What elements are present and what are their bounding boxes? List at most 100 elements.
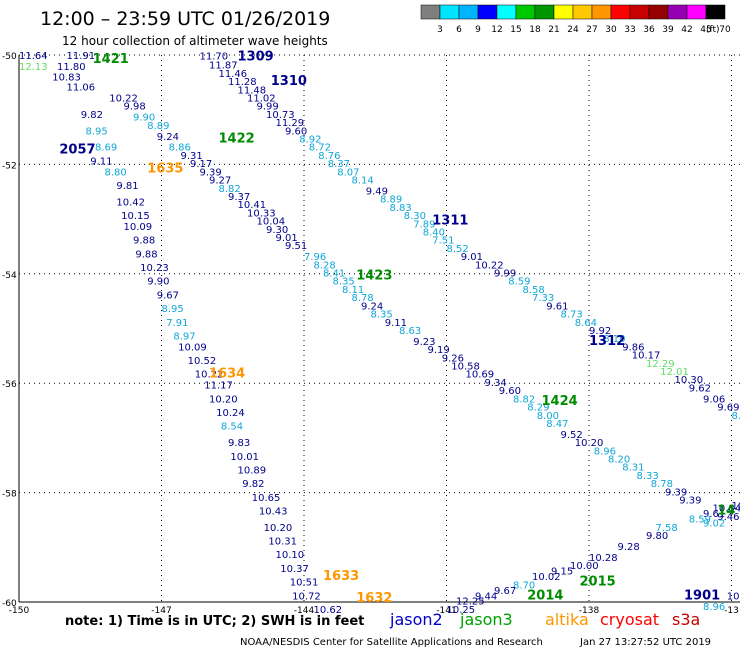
wave-height-value: 8.29 (527, 403, 549, 414)
wave-height-value: 10.01 (230, 452, 259, 463)
wave-height-value: 8.70 (513, 580, 535, 591)
footer-timestamp: Jan 27 13:27:52 UTC 2019 (579, 637, 711, 648)
wave-height-value: 9.88 (135, 249, 157, 260)
wave-height-value: 9.86 (622, 342, 644, 353)
wave-height-value: 11.87 (209, 61, 238, 72)
wave-height-value: 8.47 (546, 419, 568, 430)
legend-swatch (534, 4, 555, 20)
wave-height-value: 7.51 (432, 236, 454, 247)
wave-height-value: 9.92 (589, 326, 611, 337)
wave-height-value: 8.35 (371, 310, 393, 321)
legend-swatch (420, 4, 441, 20)
wave-height-value: 8.64 (575, 318, 597, 329)
wave-height-value: 10.31 (268, 537, 297, 548)
pass-number-label: 1311 (432, 214, 468, 229)
legend-tick-label: 24 (567, 25, 579, 35)
wave-height-value: 9.99 (257, 102, 279, 113)
wave-height-value: 10.22 (195, 370, 224, 381)
wave-height-value: 9.80 (646, 531, 668, 542)
wave-height-value: 10.09 (178, 342, 207, 353)
wave-height-value: 9.98 (124, 102, 146, 113)
legend-swatch (648, 4, 669, 20)
legend-tick-label: 39 (662, 25, 674, 35)
wave-height-value: 10.22 (475, 260, 504, 271)
lon-label: -13 (724, 606, 739, 616)
legend-swatch (610, 4, 631, 20)
wave-height-value: 10.07 (727, 591, 740, 602)
wave-height-value: 9.27 (209, 176, 231, 187)
wave-height-value: 8.52 (447, 244, 469, 255)
wave-height-value: 9.67 (494, 586, 516, 597)
wave-height-value: 8.69 (95, 143, 117, 154)
wave-height-value: 7.96 (304, 252, 326, 263)
wave-height-value: 10.09 (124, 222, 153, 233)
wave-height-value: 9.99 (494, 269, 516, 280)
wave-height-value: 8.83 (390, 203, 412, 214)
legend-tick-label: 30 (605, 25, 617, 35)
lon-label: -144 (294, 606, 315, 616)
pass-number-label: 14 (717, 503, 735, 518)
wave-height-value: 10.62 (314, 605, 343, 616)
wave-height-value: 10.51 (290, 578, 319, 589)
wave-height-value: 9.02 (703, 519, 725, 530)
wave-height-value: 9.60 (499, 386, 521, 397)
satellite-name: altika (545, 610, 589, 629)
lat-label: -54 (2, 271, 17, 281)
wave-height-value: 11.28 (228, 77, 257, 88)
pass-number-label: 1309 (238, 49, 274, 64)
wave-height-value: 9.83 (228, 438, 250, 449)
wave-height-value: 9.88 (133, 236, 155, 247)
wave-height-value: 11.91 (67, 51, 96, 62)
wave-height-value: 8.92 (299, 135, 321, 146)
wave-height-value: 9.11 (90, 156, 112, 167)
wave-height-value: 8.11 (342, 285, 364, 296)
pass-number-label: 1424 (542, 394, 578, 409)
wave-height-value: 10.24 (216, 408, 245, 419)
wave-height-value: 9.61 (546, 301, 568, 312)
pass-number-label: 1633 (323, 569, 359, 584)
wave-height-value: 9.30 (266, 225, 288, 236)
wave-height-value: 11.64 (19, 51, 48, 62)
wave-height-value: 9.19 (428, 345, 450, 356)
pass-number-label: 1422 (219, 132, 255, 147)
legend-swatch (515, 4, 536, 20)
wave-height-value: 10.02 (532, 572, 561, 583)
wave-height-value: 9.31 (181, 151, 203, 162)
pass-number-label: 1901 (684, 588, 720, 603)
wave-height-value: 8.40 (423, 228, 445, 239)
legend-unit: (ft) (706, 25, 720, 35)
wave-height-value: 8.72 (309, 143, 331, 154)
wave-height-value: 10.83 (52, 73, 81, 84)
legend-tick-label: 36 (643, 25, 655, 35)
satellite-name: jason3 (459, 610, 513, 629)
wave-height-value: 9.23 (413, 337, 435, 348)
wave-height-value: 10.17 (632, 351, 661, 362)
pass-number-label: 1312 (589, 334, 625, 349)
legend-tick-label: 42 (681, 25, 692, 35)
wave-height-value: 9.82 (242, 479, 264, 490)
wave-height-value: 8.58 (523, 285, 545, 296)
wave-height-value: 10.69 (466, 370, 495, 381)
wave-height-value: 8.73 (561, 310, 583, 321)
legend-tick-label: 18 (529, 25, 541, 35)
wave-height-value: 9.82 (81, 110, 103, 121)
footer-note: note: 1) Time is in UTC; 2) SWH is in fe… (65, 614, 364, 629)
legend-swatch (591, 4, 612, 20)
lat-label: -50 (2, 52, 17, 62)
legend-swatch (705, 4, 726, 20)
wave-height-value: 9.69 (717, 403, 739, 414)
wave-height-value: 10.20 (264, 523, 293, 534)
legend-swatch (439, 4, 460, 20)
wave-height-value: 10.20 (575, 438, 604, 449)
wave-height-value: 8.82 (219, 184, 241, 195)
wave-height-value: 9.60 (285, 126, 307, 137)
map-frame (18, 55, 740, 603)
wave-height-value: 9.52 (561, 430, 583, 441)
pass-number-label: 1634 (209, 367, 245, 382)
wave-height-value: 8.14 (352, 176, 374, 187)
wave-height-value: 8.35 (333, 277, 355, 288)
wave-height-value: 7.89 (413, 219, 435, 230)
satellite-name: cryosat (600, 610, 659, 629)
lat-lon-grid (19, 54, 740, 602)
